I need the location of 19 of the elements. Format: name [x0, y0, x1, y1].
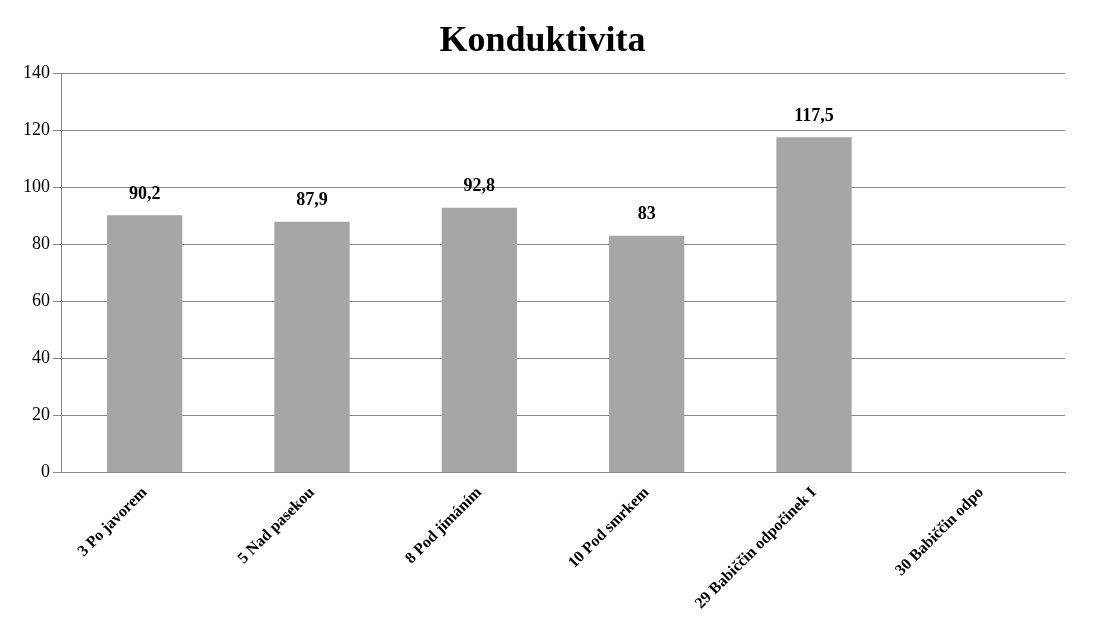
y-tick-label: 80	[32, 233, 50, 254]
data-label: 117,5	[794, 105, 834, 126]
data-label: 90,2	[128, 182, 161, 203]
chart-title: Konduktivita	[439, 18, 646, 59]
y-tick-label: 60	[32, 290, 50, 311]
bar	[274, 221, 350, 472]
y-tick-label: 40	[32, 347, 50, 368]
bar	[776, 137, 852, 472]
y-tick-label: 20	[32, 404, 50, 425]
y-tick-label: 0	[41, 461, 50, 482]
bar	[441, 207, 517, 472]
y-tick-label: 100	[23, 176, 50, 196]
bar	[609, 235, 685, 472]
data-label: 92,8	[463, 175, 496, 196]
data-label: 87,9	[296, 189, 328, 210]
y-tick-label: 120	[23, 118, 50, 139]
bar	[107, 215, 183, 472]
data-label: 83	[637, 203, 656, 224]
y-tick-label: 140	[23, 61, 50, 82]
